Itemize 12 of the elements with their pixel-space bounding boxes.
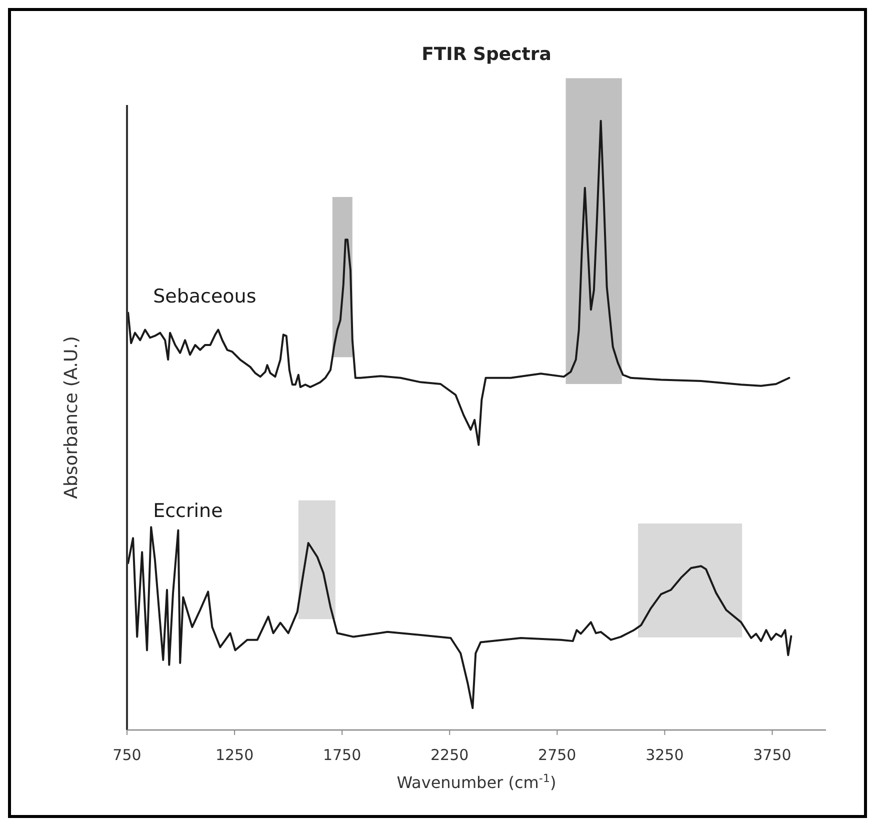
x-tick-label: 1750 (322, 746, 362, 764)
y-axis-title: Absorbance (A.U.) (61, 336, 82, 499)
x-tick-label: 3250 (646, 746, 684, 764)
x-tick-label: 2750 (538, 746, 576, 764)
x-tick-label: 750 (112, 746, 142, 764)
x-tick-label: 2250 (430, 746, 469, 764)
chart-title: FTIR Spectra (422, 44, 552, 65)
x-tick-label: 1250 (215, 746, 254, 764)
x-axis-title: Wavenumber (cm$^{-1}$) (396, 772, 556, 792)
x-tick-label: 3750 (753, 746, 792, 764)
series-label: Eccrine (153, 500, 223, 522)
series-label: Sebaceous (153, 286, 256, 308)
